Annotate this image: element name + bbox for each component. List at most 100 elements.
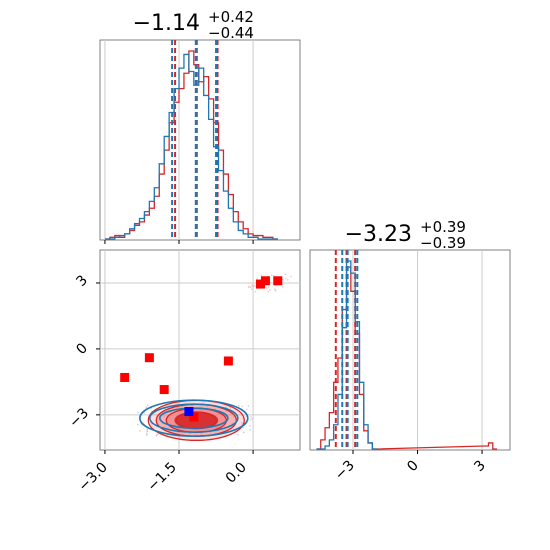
sample-point bbox=[163, 415, 166, 418]
sample-point bbox=[205, 405, 208, 407]
sample-point bbox=[245, 415, 247, 418]
sample-point bbox=[146, 428, 149, 431]
sample-point bbox=[237, 434, 239, 436]
top-title-sub: −0.44 bbox=[208, 24, 254, 42]
red-marker bbox=[273, 276, 283, 286]
tick-marks bbox=[96, 240, 483, 454]
right-hist-frame bbox=[309, 249, 511, 451]
red-histogram-step bbox=[316, 266, 498, 450]
sample-point bbox=[214, 432, 216, 435]
sample-point bbox=[284, 273, 287, 276]
right-title-sub: −0.39 bbox=[420, 234, 466, 252]
scatter-frame bbox=[99, 249, 301, 451]
sample-point bbox=[231, 422, 233, 424]
sample-point bbox=[260, 274, 263, 276]
sample-point bbox=[145, 434, 148, 436]
sample-point bbox=[250, 416, 252, 418]
sample-point bbox=[194, 433, 197, 435]
blue-contour-level bbox=[149, 403, 239, 433]
sample-point bbox=[246, 408, 248, 411]
sample-point bbox=[254, 290, 257, 293]
sample-point bbox=[252, 282, 254, 284]
top-histogram bbox=[104, 40, 278, 240]
sample-point bbox=[163, 425, 166, 428]
sample-point bbox=[251, 417, 254, 420]
sample-point bbox=[225, 410, 227, 413]
sample-point bbox=[267, 290, 270, 293]
sample-point bbox=[256, 278, 258, 280]
sample-point bbox=[137, 411, 139, 414]
sample-point bbox=[249, 429, 252, 431]
x-tick-label: −1.5 bbox=[144, 460, 179, 495]
top-hist-frame bbox=[99, 39, 301, 241]
x-tick-label: 0 bbox=[404, 458, 422, 476]
sample-point bbox=[269, 289, 271, 291]
blue-histogram-step bbox=[316, 260, 377, 450]
sample-point bbox=[273, 288, 276, 291]
sample-point bbox=[146, 432, 148, 435]
sample-point bbox=[232, 416, 235, 418]
top-title-main: −1.14 bbox=[133, 11, 200, 36]
sample-point bbox=[139, 430, 141, 432]
sample-point bbox=[229, 413, 232, 415]
sample-point bbox=[146, 430, 149, 433]
x-tick-label: −3.0 bbox=[75, 460, 110, 495]
sample-point bbox=[247, 282, 249, 284]
red-histogram-step bbox=[104, 50, 278, 240]
sample-point bbox=[214, 408, 217, 410]
sample-point bbox=[247, 405, 250, 407]
red-marker bbox=[260, 276, 270, 286]
sample-point bbox=[249, 419, 252, 421]
x-tick-label: 3 bbox=[471, 458, 489, 476]
x-tick-label: 0.0 bbox=[223, 460, 250, 487]
sample-point bbox=[270, 274, 273, 276]
scatter-contour-panel bbox=[120, 273, 292, 441]
sample-point bbox=[274, 289, 277, 292]
y-tick-label: −3 bbox=[66, 405, 92, 431]
red-marker bbox=[144, 353, 154, 363]
blue-contour-level bbox=[139, 399, 249, 437]
sample-point bbox=[229, 406, 232, 409]
sample-point bbox=[286, 279, 289, 281]
sample-point bbox=[249, 286, 252, 289]
sample-point bbox=[272, 274, 275, 277]
right-title-sup: +0.39 bbox=[420, 218, 466, 236]
sample-point bbox=[251, 283, 254, 286]
sample-point bbox=[290, 275, 292, 278]
sample-point bbox=[237, 405, 240, 407]
sample-point bbox=[181, 406, 183, 409]
top-title-sup: +0.42 bbox=[208, 8, 254, 26]
red-marker bbox=[120, 372, 130, 382]
red-marker bbox=[255, 279, 265, 289]
sample-point bbox=[146, 404, 149, 407]
x-tick-label: −3 bbox=[332, 458, 358, 484]
sample-point bbox=[143, 412, 146, 414]
sample-point bbox=[249, 424, 252, 427]
sample-point bbox=[241, 422, 243, 424]
blue-histogram-step bbox=[104, 53, 278, 240]
sample-point bbox=[282, 278, 284, 281]
sample-point bbox=[282, 286, 284, 289]
sample-point bbox=[243, 414, 246, 416]
sample-point bbox=[137, 423, 139, 426]
red-marker bbox=[223, 356, 233, 366]
sample-point bbox=[265, 287, 268, 289]
sample-point bbox=[285, 277, 287, 280]
sample-point bbox=[252, 285, 254, 287]
blue-marker bbox=[184, 407, 194, 417]
right-histogram bbox=[316, 250, 498, 450]
sample-point bbox=[242, 426, 245, 429]
sample-point bbox=[241, 405, 243, 408]
y-tick-label: 0 bbox=[73, 340, 91, 358]
sample-point bbox=[210, 432, 212, 434]
sample-point bbox=[242, 431, 245, 434]
sample-point bbox=[155, 434, 158, 437]
red-marker bbox=[159, 385, 169, 395]
sample-point bbox=[200, 433, 202, 435]
red-marker bbox=[189, 412, 199, 422]
sample-point bbox=[225, 406, 228, 409]
blue-contour-level bbox=[159, 407, 229, 429]
sample-point bbox=[145, 406, 148, 409]
sample-point bbox=[268, 286, 270, 289]
